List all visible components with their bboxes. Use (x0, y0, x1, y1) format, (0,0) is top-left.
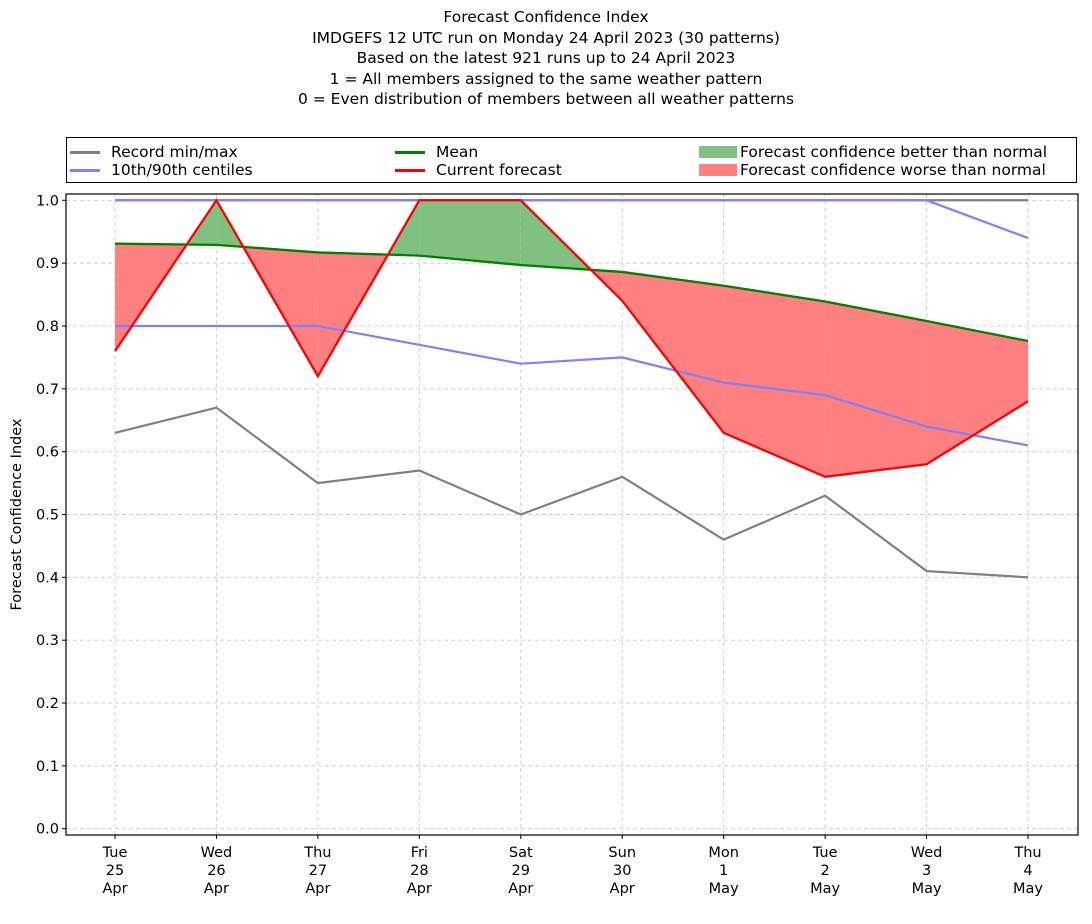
legend-label: Forecast confidence worse than normal (740, 161, 1046, 179)
x-tick-label: 3 (922, 863, 931, 879)
y-tick-label: 0.1 (36, 759, 59, 775)
x-tick-label: May (709, 881, 739, 897)
x-tick-label: Wed (911, 845, 943, 861)
y-tick-label: 0.0 (36, 822, 59, 838)
legend-swatch (395, 151, 425, 154)
x-tick-label: May (1013, 881, 1043, 897)
y-tick-label: 1.0 (36, 193, 59, 209)
series-lines (114, 198, 1029, 579)
y-tick-label: 0.9 (36, 256, 59, 272)
x-tick-label: Thu (1013, 845, 1041, 861)
series-line-record-min (114, 406, 1029, 579)
x-tick-label: 28 (410, 863, 428, 879)
legend-swatch (699, 146, 737, 158)
y-tick-label: 0.3 (36, 633, 59, 649)
chart-title: Forecast Confidence Index (443, 8, 649, 26)
fill-worse-than-normal (622, 271, 724, 433)
legend-label: Record min/max (111, 143, 238, 161)
fill-worse-than-normal (723, 285, 826, 477)
fill-better-than-normal (419, 200, 521, 266)
legend-swatch (699, 164, 737, 176)
x-tick-label: Wed (201, 845, 233, 861)
x-tick-label: Tue (102, 845, 128, 861)
x-tick-label: Sat (509, 845, 533, 861)
x-tick-label: Apr (407, 881, 432, 897)
x-tick-label: 4 (1023, 863, 1032, 879)
x-tick-label: May (810, 881, 840, 897)
series-line-90th-centile (115, 199, 1029, 240)
chart-legend: Record min/max 10th/90th centiles Mean C… (66, 137, 1077, 183)
x-tick-label: 27 (309, 863, 327, 879)
chart-subtitle-line: 1 = All members assigned to the same wea… (329, 69, 763, 88)
legend-label: Current forecast (436, 161, 562, 179)
y-tick-label: 0.7 (36, 382, 59, 398)
x-tick-label: May (912, 881, 942, 897)
y-tick-label: 0.4 (36, 570, 59, 586)
chart-subtitle-line: 0 = Even distribution of members between… (297, 90, 795, 108)
legend-label: 10th/90th centiles (111, 161, 253, 179)
x-tick-label: Fri (411, 845, 428, 861)
x-tick-label: Apr (508, 881, 533, 897)
chart-subtitle-line: IMDGEFS 12 UTC run on Monday 24 April 20… (312, 28, 780, 47)
series-line-current-forecast (114, 198, 1029, 478)
x-tick-label: 30 (613, 863, 631, 879)
x-tick-label: Mon (708, 845, 739, 861)
x-tick-label: 25 (106, 863, 124, 879)
x-tick-label: 2 (820, 863, 829, 879)
x-tick-label: 1 (719, 863, 728, 879)
x-tick-label: Apr (204, 881, 229, 897)
x-tick-label: Sun (608, 845, 636, 861)
fill-worse-than-normal (825, 301, 927, 477)
y-axis-label: Forecast Confidence Index (9, 418, 25, 610)
x-tick-label: 26 (207, 863, 225, 879)
legend-label: Mean (436, 143, 479, 161)
chart-subtitle-line: Based on the latest 921 runs up to 24 Ap… (356, 49, 736, 67)
x-tick-label: Apr (102, 881, 127, 897)
legend-swatch (70, 151, 100, 154)
grid (66, 194, 1078, 835)
x-tick-label: 29 (512, 863, 530, 879)
x-tick-label: Apr (305, 881, 330, 897)
series-line-10th-centile (115, 324, 1029, 447)
chart-title-block: Forecast Confidence Index IMDGEFS 12 UTC… (0, 7, 1092, 110)
x-tick-label: Tue (812, 845, 838, 861)
legend-swatch (395, 169, 425, 172)
y-tick-label: 0.8 (36, 319, 59, 335)
y-tick-label: 0.2 (36, 696, 59, 712)
fill-worse-than-normal (926, 320, 1028, 465)
x-tick-label: Apr (610, 881, 635, 897)
series-line-mean (114, 242, 1029, 343)
fills (115, 200, 1028, 477)
y-axis: 0.0 0.1 0.2 0.3 0.4 0.5 0.6 0.7 0.8 0.9 1.0 (36, 193, 66, 838)
x-tick-label: Thu (303, 845, 331, 861)
legend-swatch (70, 169, 100, 172)
y-tick-label: 0.6 (36, 445, 59, 461)
x-axis: Tue 25 Apr Wed 26 Apr Thu 27 Apr Fri 28 Apr Sat 29 Apr… (102, 835, 1043, 897)
y-tick-label: 0.5 (36, 508, 59, 524)
legend-label: Forecast confidence better than normal (740, 143, 1048, 161)
